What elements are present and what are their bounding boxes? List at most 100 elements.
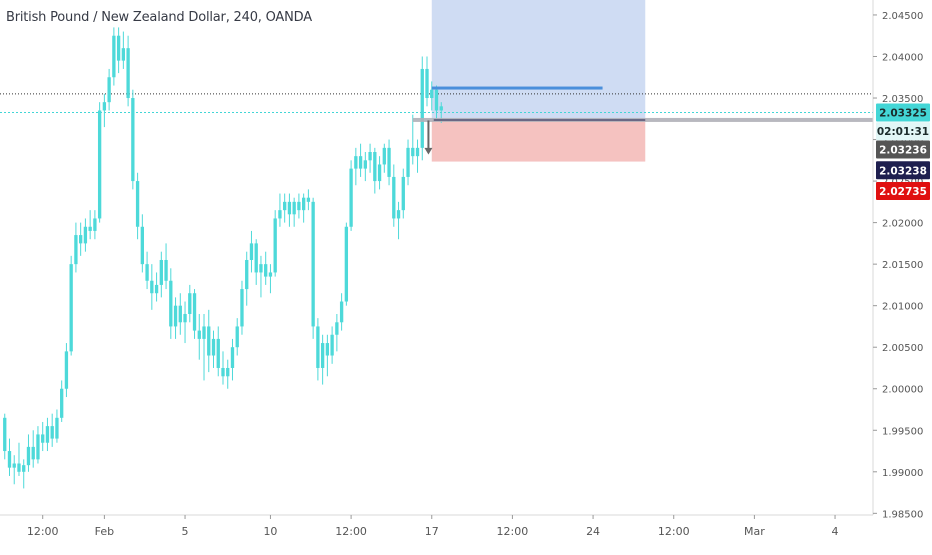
- candle-body: [169, 280, 173, 327]
- candle-body: [358, 156, 363, 169]
- candle-body: [292, 201, 296, 215]
- candle-body: [131, 98, 135, 182]
- candle-body: [430, 89, 434, 99]
- x-tick-label: 12:00: [658, 525, 690, 538]
- entry-arrow-head: [424, 147, 433, 155]
- candle-body: [434, 89, 439, 111]
- candle-body: [221, 367, 225, 377]
- candle-body: [401, 176, 405, 211]
- x-tick-label: Mar: [744, 525, 765, 538]
- candle-body: [425, 68, 429, 99]
- candle-body: [183, 313, 187, 323]
- price-badge-label: 2.03325: [879, 108, 927, 120]
- candle-body: [316, 326, 320, 368]
- candle-body: [83, 226, 88, 244]
- y-tick-label: 2.00500: [882, 343, 923, 354]
- candle-body: [335, 322, 339, 335]
- y-tick-label: 1.99500: [882, 426, 923, 437]
- price-badge: [876, 161, 930, 180]
- candle-body: [439, 106, 443, 111]
- candle-body: [17, 463, 21, 472]
- candle-body: [283, 201, 287, 211]
- price-badge-label: 2.03236: [879, 145, 927, 157]
- candle-body: [97, 110, 102, 219]
- candle-body: [126, 48, 130, 99]
- candle-body: [287, 201, 292, 215]
- candle-body: [116, 35, 121, 61]
- candle-body: [102, 102, 107, 111]
- candle-body: [363, 160, 367, 169]
- price-badge-label: 2.02735: [879, 186, 927, 198]
- candle-body: [12, 463, 16, 468]
- candle-body: [373, 152, 377, 182]
- x-tick-label: 5: [182, 525, 189, 538]
- x-tick-label: 10: [263, 525, 277, 538]
- x-tick-label: 17: [425, 525, 439, 538]
- candle-body: [22, 465, 26, 472]
- candle-body: [301, 197, 306, 211]
- candle-body: [88, 226, 92, 231]
- x-tick-label: 12:00: [335, 525, 367, 538]
- candle-body: [41, 434, 45, 443]
- y-tick-label: 1.99000: [882, 468, 923, 479]
- candle-body: [207, 326, 211, 356]
- candle-body: [392, 176, 396, 219]
- y-tick-label: 2.01500: [882, 260, 923, 271]
- candle-body: [406, 147, 410, 177]
- y-tick-label: 2.04000: [882, 52, 923, 63]
- candle-body: [354, 156, 358, 169]
- candle-body: [202, 326, 206, 339]
- candle-body: [306, 197, 311, 202]
- candle-body: [264, 264, 268, 277]
- candle-body: [268, 272, 273, 277]
- candle-body: [26, 446, 31, 466]
- candle-body: [145, 264, 149, 281]
- candle-body: [311, 201, 315, 327]
- candle-body: [188, 293, 192, 314]
- candle-body: [226, 367, 230, 377]
- candle-body: [7, 451, 12, 468]
- x-tick-label: 24: [586, 525, 600, 538]
- x-tick-label: 12:00: [497, 525, 529, 538]
- candle-body: [197, 330, 201, 339]
- candle-body: [159, 259, 163, 285]
- candle-body: [135, 181, 140, 227]
- candle-body: [240, 289, 244, 327]
- price-badge: [876, 140, 930, 159]
- candle-body: [60, 388, 64, 418]
- candle-body: [382, 147, 386, 165]
- candle-body: [178, 305, 182, 323]
- candle-body: [235, 326, 239, 348]
- candle-body: [140, 226, 144, 265]
- candle-body: [330, 334, 334, 356]
- candle-body: [3, 417, 7, 452]
- profit-zone: [431, 0, 646, 120]
- price-badge: [876, 122, 930, 141]
- candle-body: [278, 210, 282, 219]
- x-tick-label: 12:00: [27, 525, 59, 538]
- candle-body: [211, 338, 216, 356]
- candle-body: [36, 434, 40, 460]
- candle-body: [112, 35, 116, 78]
- candle-body: [55, 417, 59, 439]
- price-badge: [876, 103, 930, 122]
- candle-body: [325, 343, 330, 356]
- candle-body: [254, 243, 258, 273]
- candle-body: [249, 243, 254, 260]
- candle-body: [349, 168, 353, 227]
- price-badge-label: 02:01:31: [877, 126, 929, 138]
- candle-body: [173, 305, 178, 327]
- candle-body: [245, 259, 249, 290]
- candle-body: [344, 226, 349, 302]
- candle-body: [320, 343, 325, 368]
- target-line: [431, 86, 603, 90]
- candle-body: [415, 147, 420, 157]
- candle-body: [164, 259, 168, 281]
- candle-body: [396, 210, 401, 219]
- y-tick-label: 1.98500: [882, 509, 923, 520]
- candle-body: [45, 426, 50, 443]
- candle-body: [273, 218, 277, 273]
- price-badge-label: 2.03238: [879, 165, 927, 177]
